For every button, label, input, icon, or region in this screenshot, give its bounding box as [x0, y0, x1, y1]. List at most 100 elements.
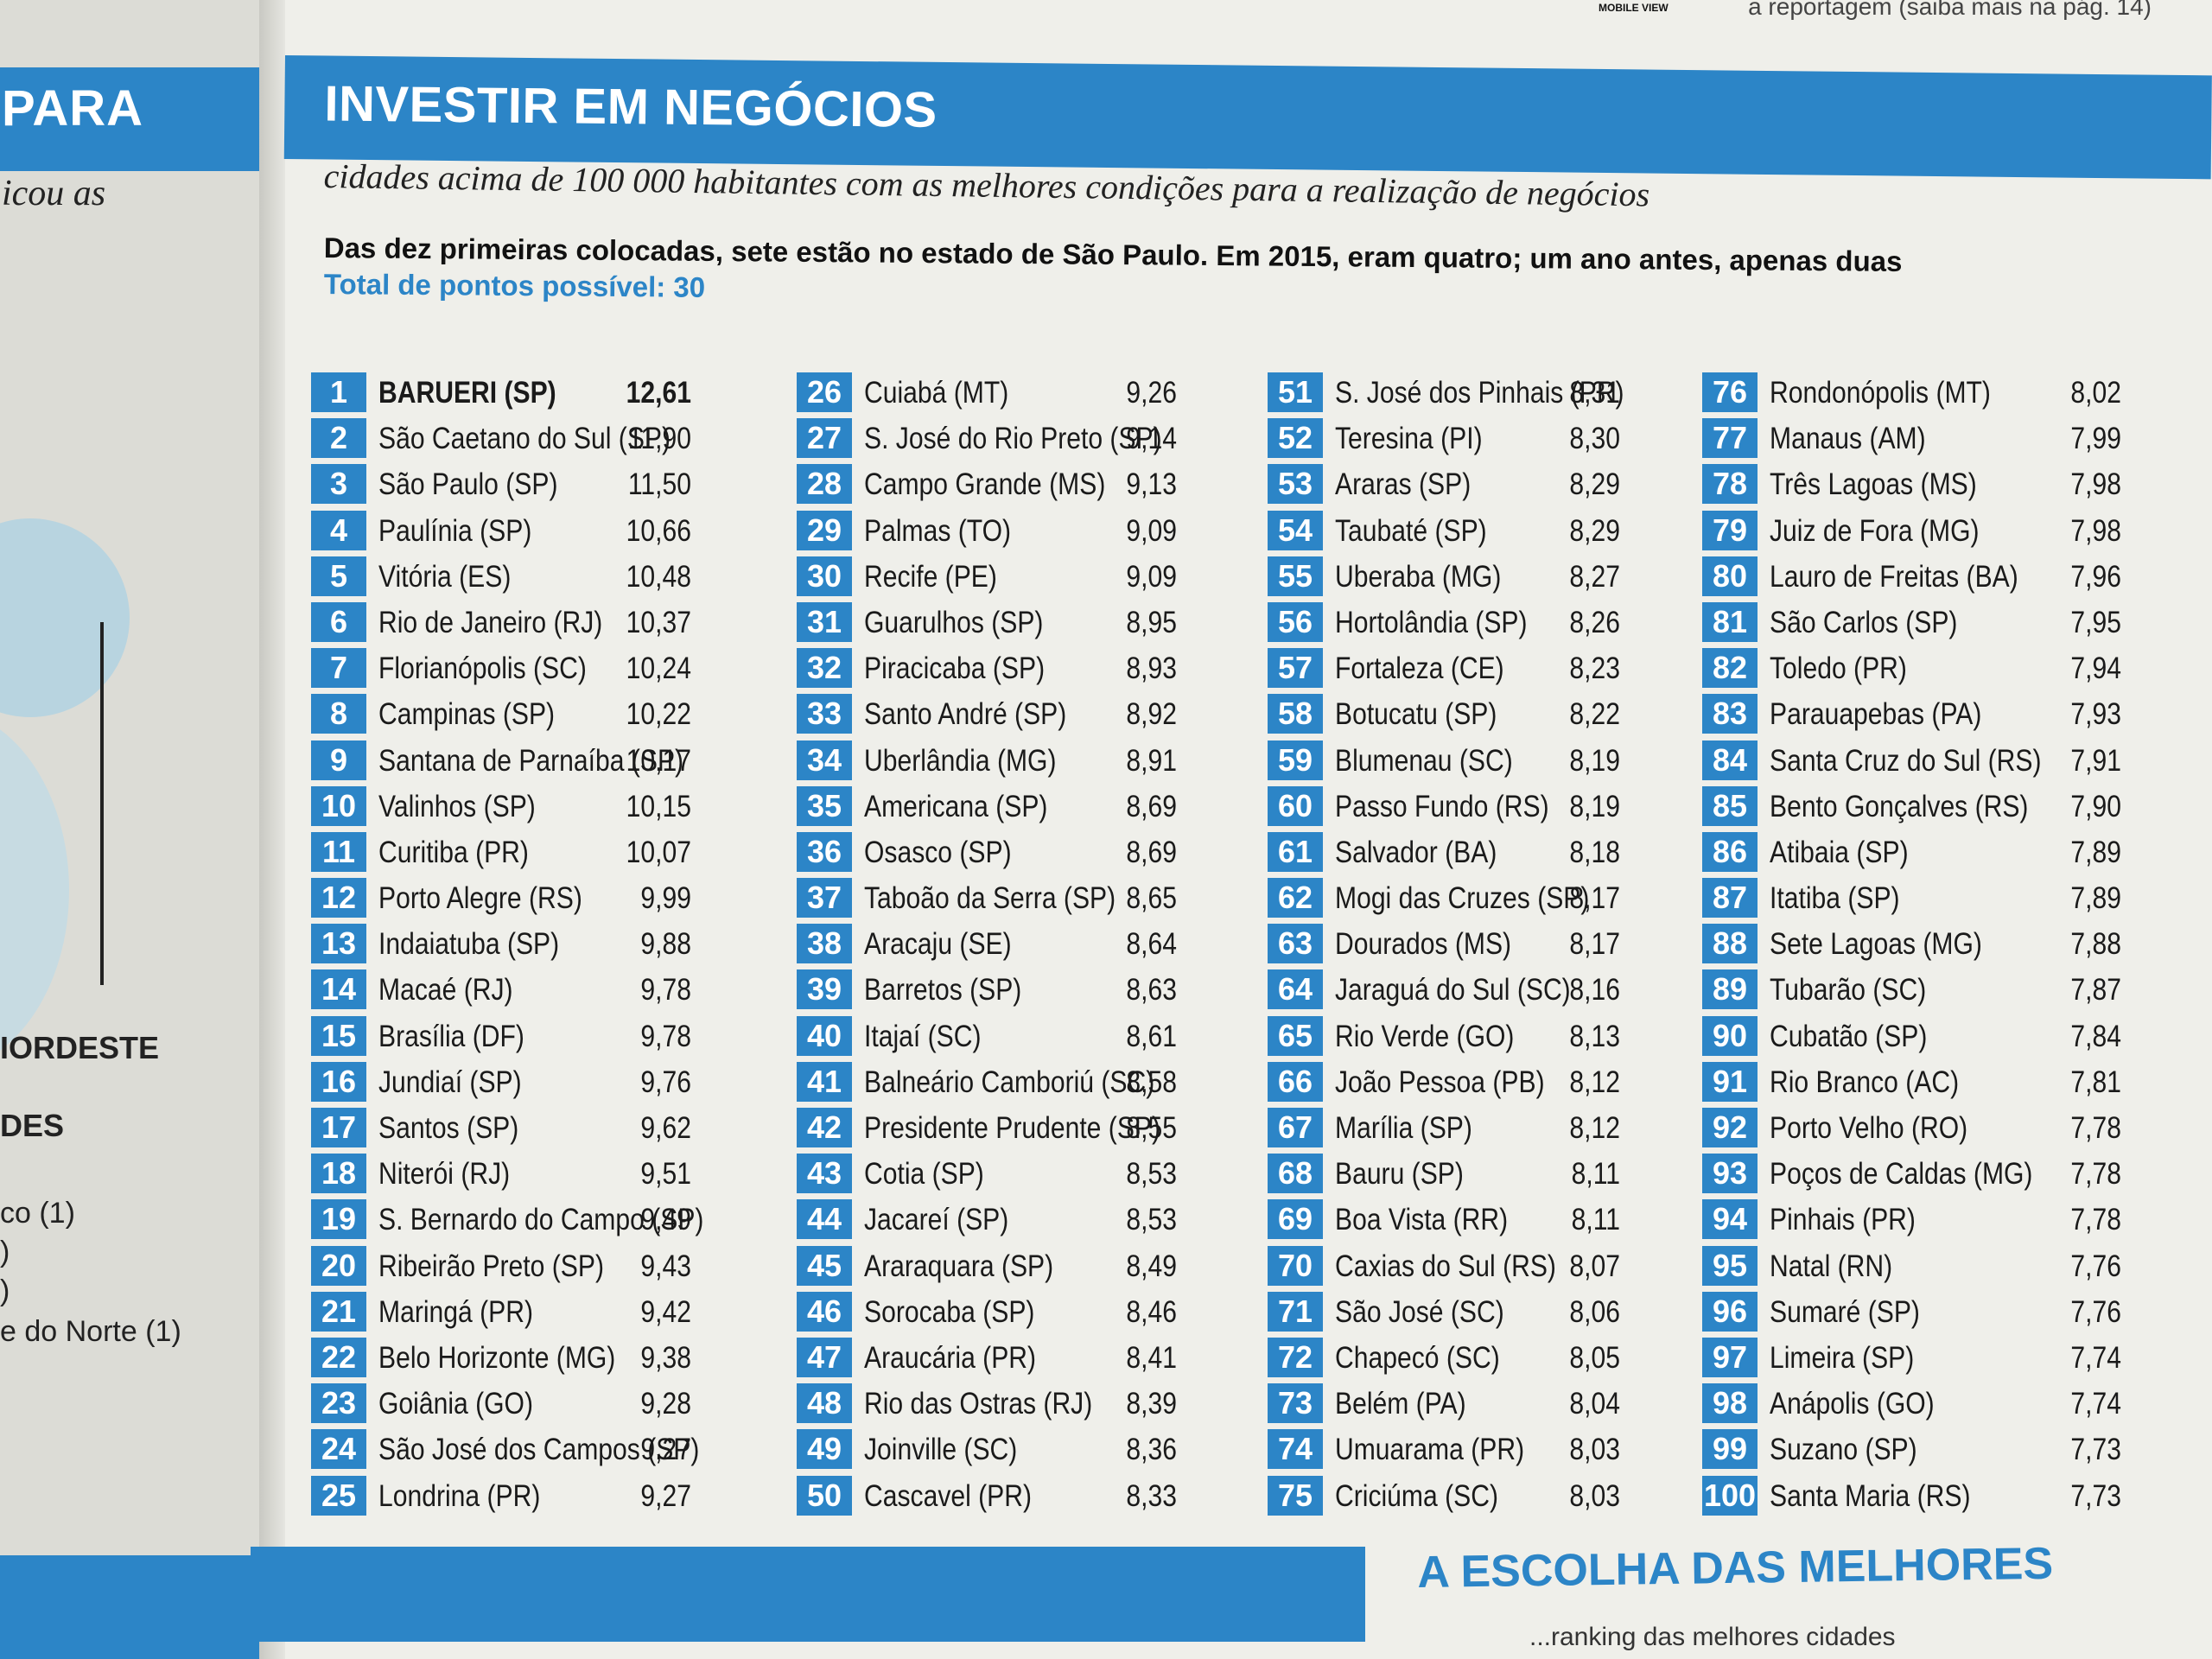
city-score: 8,46	[1126, 1294, 1177, 1329]
rank-badge: 99	[1702, 1429, 1758, 1470]
rank-badge: 3	[311, 464, 366, 505]
city-name: Maringá (PR)	[378, 1294, 533, 1329]
city-name: Araraquara (SP)	[864, 1249, 1054, 1283]
city-score: 8,06	[1569, 1294, 1620, 1329]
city-score: 7,78	[2070, 1157, 2121, 1192]
city-score: 7,78	[2070, 1111, 2121, 1145]
rank-badge: 12	[311, 878, 366, 918]
rank-badge: 91	[1702, 1061, 1758, 1102]
rank-badge: 32	[797, 648, 852, 689]
city-score: 8,03	[1569, 1478, 1620, 1513]
city-name: Suzano (SP)	[1770, 1433, 1917, 1467]
city-score: 8,16	[1569, 973, 1620, 1007]
rank-badge: 94	[1702, 1199, 1758, 1240]
city-name: Fortaleza (CE)	[1335, 652, 1504, 686]
city-score: 7,76	[2070, 1294, 2121, 1329]
city-name: Rio Branco (AC)	[1770, 1065, 1960, 1099]
city-score: 8,36	[1126, 1433, 1177, 1467]
city-name: Rio das Ostras (RJ)	[864, 1387, 1093, 1421]
city-name: Rio de Janeiro (RJ)	[378, 605, 603, 639]
city-score: 8,69	[1126, 835, 1177, 869]
rank-badge: 7	[311, 648, 366, 689]
city-score: 10,15	[626, 789, 691, 823]
city-score: 7,74	[2070, 1387, 2121, 1421]
city-name: Bauru (SP)	[1335, 1157, 1464, 1192]
city-score: 7,89	[2070, 835, 2121, 869]
city-score: 8,65	[1126, 881, 1177, 916]
rank-badge: 75	[1268, 1475, 1323, 1516]
rank-badge: 64	[1268, 969, 1323, 1010]
city-score: 8,18	[1569, 835, 1620, 869]
city-name: Valinhos (SP)	[378, 789, 536, 823]
city-score: 8,11	[1571, 1157, 1620, 1192]
city-score: 10,37	[626, 605, 691, 639]
rank-badge: 33	[797, 694, 852, 734]
city-score: 7,99	[2070, 422, 2121, 456]
rank-badge: 80	[1702, 556, 1758, 596]
city-name: Rio Verde (GO)	[1335, 1019, 1515, 1053]
total-points: Total de pontos possível: 30	[323, 268, 706, 303]
city-score: 9,13	[1126, 467, 1177, 502]
left-map-shape	[0, 709, 69, 1071]
city-score: 9,14	[1126, 422, 1177, 456]
city-score: 8,53	[1126, 1157, 1177, 1192]
rank-badge: 5	[311, 556, 366, 596]
rank-badge: 52	[1268, 418, 1323, 459]
city-name: Juiz de Fora (MG)	[1770, 513, 1980, 548]
city-score: 11,50	[627, 467, 691, 502]
city-score: 9,88	[640, 927, 691, 962]
city-score: 9,09	[1126, 513, 1177, 548]
city-name: Taboão da Serra (SP)	[864, 881, 1116, 916]
city-score: 8,02	[2070, 376, 2121, 410]
rank-badge: 97	[1702, 1337, 1758, 1377]
city-name: Presidente Prudente (SP)	[864, 1111, 1160, 1145]
city-score: 8,58	[1126, 1065, 1177, 1099]
city-name: Balneário Camboriú (SC)	[864, 1065, 1155, 1099]
city-score: 8,33	[1126, 1478, 1177, 1513]
city-score: 7,90	[2070, 789, 2121, 823]
city-score: 8,55	[1126, 1111, 1177, 1145]
city-name: Araras (SP)	[1335, 467, 1471, 502]
city-score: 7,81	[2070, 1065, 2121, 1099]
rank-badge: 69	[1268, 1199, 1323, 1240]
city-name: Hortolândia (SP)	[1335, 605, 1528, 639]
city-score: 8,29	[1569, 513, 1620, 548]
rank-badge: 6	[311, 601, 366, 642]
rank-badge: 65	[1268, 1015, 1323, 1056]
rank-badge: 1	[311, 372, 366, 412]
rank-badge: 74	[1268, 1429, 1323, 1470]
city-name: Parauapebas (PA)	[1770, 697, 1982, 732]
left-list-item: )	[0, 1236, 10, 1268]
rank-badge: 22	[311, 1337, 366, 1377]
city-score: 9,09	[1126, 559, 1177, 594]
city-name: Itatiba (SP)	[1770, 881, 1900, 916]
city-score: 9,26	[1126, 376, 1177, 410]
city-score: 8,19	[1569, 743, 1620, 778]
city-score: 8,39	[1126, 1387, 1177, 1421]
city-score: 9,49	[640, 1203, 691, 1237]
city-name: BARUERI (SP)	[378, 376, 556, 410]
left-text-line: icou as	[2, 174, 106, 213]
city-score: 10,48	[626, 559, 691, 594]
city-name: Recife (PE)	[864, 559, 997, 594]
rank-badge: 50	[797, 1475, 852, 1516]
left-title-band	[0, 67, 275, 171]
city-score: 8,05	[1569, 1340, 1620, 1375]
rank-badge: 68	[1268, 1154, 1323, 1194]
city-score: 8,22	[1569, 697, 1620, 732]
city-name: Cascavel (PR)	[864, 1478, 1033, 1513]
city-score: 10,07	[626, 835, 691, 869]
city-name: São José dos Campos (SP)	[378, 1433, 700, 1467]
city-score: 8,07	[1569, 1249, 1620, 1283]
left-title: PARA	[2, 80, 144, 137]
city-score: 7,95	[2070, 605, 2121, 639]
rank-badge: 67	[1268, 1108, 1323, 1147]
city-name: São José (SC)	[1335, 1294, 1504, 1329]
rank-badge: 85	[1702, 785, 1758, 826]
city-name: Tubarão (SC)	[1770, 973, 1927, 1007]
city-name: Manaus (AM)	[1770, 422, 1926, 456]
city-name: Londrina (PR)	[378, 1478, 541, 1513]
city-name: Santa Cruz do Sul (RS)	[1770, 743, 2042, 778]
left-page: PARA icou as IORDESTE DES co (1) ) ) e d…	[0, 0, 275, 1659]
rank-badge: 38	[797, 924, 852, 964]
